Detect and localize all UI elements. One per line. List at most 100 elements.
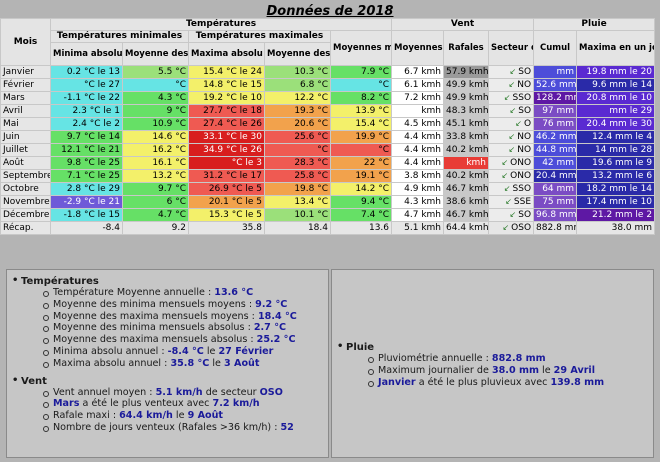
wind-arrow-icon: ↙ bbox=[508, 145, 516, 154]
summary-value: 7.2 km/h bbox=[212, 398, 260, 410]
summary-value: 18.4 °C bbox=[257, 310, 297, 322]
month-cell: Mars bbox=[0, 91, 51, 105]
wind-arrow-icon: ↙ bbox=[502, 223, 510, 232]
table-row: Septembre 7.1 °C le 25 13.2 °C 31.2 °C le 1… bbox=[0, 169, 656, 183]
month-cell: Mai bbox=[0, 117, 51, 131]
rafales-cell: 40.2 kmh bbox=[443, 143, 490, 157]
rafales-cell: 45.1 kmh bbox=[443, 117, 490, 131]
summary-item: Rafale maxi : 64.4 km/h le 9 Août bbox=[43, 410, 328, 422]
recap-moy-min: 9.2 bbox=[122, 221, 189, 235]
dom-text: SSE bbox=[513, 197, 532, 207]
recap-max-abs: 35.8 bbox=[188, 221, 265, 235]
summary-value: 9 Août bbox=[187, 410, 224, 422]
summary-value: Janvier bbox=[378, 376, 416, 388]
summary-value: 9.2 °C bbox=[255, 298, 288, 310]
page-title: Données de 2018 bbox=[266, 4, 394, 19]
wind-arrow-icon: ↙ bbox=[501, 158, 509, 167]
summary-temp-title: Températures bbox=[12, 275, 328, 287]
moy-min-cell: 14.6 °C bbox=[122, 130, 189, 144]
summary-pluie-title: Pluie bbox=[337, 341, 653, 353]
header-moyenne-des-maxi: Moyenne des maxi bbox=[264, 42, 331, 66]
table-row: Mai 2.4 °C le 2 10.9 °C 27.4 °C le 26 20.6 °… bbox=[0, 117, 656, 131]
wind-arrow-icon: ↙ bbox=[508, 132, 516, 141]
table-row: Octobre 2.8 °C le 29 9.7 °C 26.9 °C le 5 19.… bbox=[0, 182, 656, 196]
wind-arrow-icon: ↙ bbox=[508, 80, 516, 89]
summary-value: 64.4 km/h bbox=[119, 410, 173, 422]
moy-mens-cell: 14.2 °C bbox=[329, 182, 393, 196]
dom-text: SO bbox=[518, 106, 532, 116]
maxj-cell: 19.6 mm le 9 bbox=[576, 156, 656, 170]
summary-text: Moyenne des minima mensuels moyens : bbox=[53, 298, 253, 310]
summary-text: a été le plus pluvieux avec bbox=[418, 376, 548, 388]
summary-text: Nombre de jours venteux (Rafales >36 km/… bbox=[53, 421, 278, 433]
min-abs-cell: -1.1 °C le 22 bbox=[50, 91, 123, 105]
summary-text: Température Moyenne annuelle : bbox=[53, 287, 212, 298]
wind-arrow-icon: ↙ bbox=[515, 119, 522, 128]
moy-max-cell: 10.1 °C bbox=[264, 208, 331, 222]
header-minima-absolu: Minima absolu bbox=[50, 42, 123, 66]
recap-moy-max: 18.4 bbox=[264, 221, 331, 235]
wind-arrow-icon: ↙ bbox=[509, 67, 517, 76]
rafales-cell: 49.9 kmh bbox=[443, 78, 490, 92]
moy-min-cell: 16.2 °C bbox=[122, 143, 189, 157]
vent-cell: 4.3 kmh bbox=[391, 195, 445, 209]
summary-value: 13.6 °C bbox=[214, 287, 254, 298]
month-cell: Septembre bbox=[0, 169, 51, 183]
moy-min-cell: 4.7 °C bbox=[122, 208, 189, 222]
maxj-cell: 12.4 mm le 4 bbox=[576, 130, 656, 144]
summary-text: Rafale maxi : bbox=[53, 410, 117, 422]
maxj-cell: 19.8 mm le 20 bbox=[576, 65, 656, 79]
header-rafales: Rafales bbox=[443, 30, 490, 66]
header-temperatures: Températures bbox=[49, 18, 393, 31]
summary-text: le bbox=[212, 357, 221, 369]
recap-label: Récap. bbox=[0, 221, 51, 235]
header-moyennes-mensuelle: Moyennes mensuelle bbox=[329, 30, 393, 66]
vent-cell: 6.7 kmh bbox=[391, 65, 445, 79]
summary-value: OSO bbox=[259, 386, 283, 398]
header-pluie: Pluie bbox=[533, 18, 656, 31]
summary-value: 29 Avril bbox=[553, 364, 596, 376]
min-abs-cell: 12.1 °C le 21 bbox=[50, 143, 123, 157]
summary-text: Pluviométrie annuelle : bbox=[378, 353, 489, 364]
summary-item: Moyenne des minima mensuels moyens : 9.2… bbox=[43, 298, 328, 311]
summary-text: Minima absolu annuel : bbox=[53, 345, 165, 357]
maxj-cell: 20.8 mm le 10 bbox=[576, 91, 656, 105]
min-abs-cell: 0.2 °C le 13 bbox=[50, 65, 123, 79]
min-abs-cell: -2.9 °C le 21 bbox=[50, 195, 123, 209]
moy-mens-cell: °C bbox=[329, 78, 393, 92]
recap-vent: 5.1 kmh bbox=[391, 221, 445, 235]
wind-arrow-icon: ↙ bbox=[505, 197, 512, 206]
summary-item: Nombre de jours venteux (Rafales >36 km/… bbox=[43, 421, 328, 434]
table-row: Mars -1.1 °C le 22 4.3 °C 19.2 °C le 10 12.2… bbox=[0, 91, 656, 105]
table-row: Juillet 12.1 °C le 21 16.2 °C 34.9 °C le 26… bbox=[0, 143, 656, 157]
vent-cell: 4.4 kmh bbox=[391, 156, 445, 170]
moy-max-cell: 19.8 °C bbox=[264, 182, 331, 196]
dom-text: NO bbox=[517, 132, 532, 142]
moy-max-cell: °C bbox=[264, 143, 331, 157]
moy-max-cell: 12.2 °C bbox=[264, 91, 331, 105]
summary-value: 38.0 mm bbox=[491, 364, 539, 376]
month-cell: Août bbox=[0, 156, 51, 170]
dom-cell: ↙ SO bbox=[488, 65, 535, 79]
max-abs-cell: 15.3 °C le 5 bbox=[188, 208, 265, 222]
moy-min-cell: 5.5 °C bbox=[122, 65, 189, 79]
table-row: Novembre -2.9 °C le 21 6 °C 20.1 °C le 5 13.… bbox=[0, 195, 656, 209]
rafales-cell: 46.7 kmh bbox=[443, 182, 490, 196]
dom-text: O bbox=[523, 119, 532, 129]
moy-max-cell: 6.8 °C bbox=[264, 78, 331, 92]
summary-item: Pluviométrie annuelle : 882.8 mm bbox=[368, 353, 653, 365]
dom-cell: ↙ SO bbox=[488, 208, 535, 222]
min-abs-cell: 9.7 °C le 14 bbox=[50, 130, 123, 144]
dom-cell: ↙ SSO bbox=[488, 91, 535, 105]
summary-vent-title: Vent bbox=[12, 375, 328, 387]
max-abs-cell: 34.9 °C le 26 bbox=[188, 143, 265, 157]
cumul-cell: 42 mm bbox=[533, 156, 578, 170]
summary-text: le bbox=[175, 410, 185, 422]
summary-text: le bbox=[206, 345, 216, 357]
summary-text: Vent annuel moyen : bbox=[53, 386, 153, 398]
dom-cell: ↙ SSE bbox=[488, 195, 535, 209]
rafales-cell: 40.2 kmh bbox=[443, 169, 490, 183]
min-abs-cell: °C le 27 bbox=[50, 78, 123, 92]
